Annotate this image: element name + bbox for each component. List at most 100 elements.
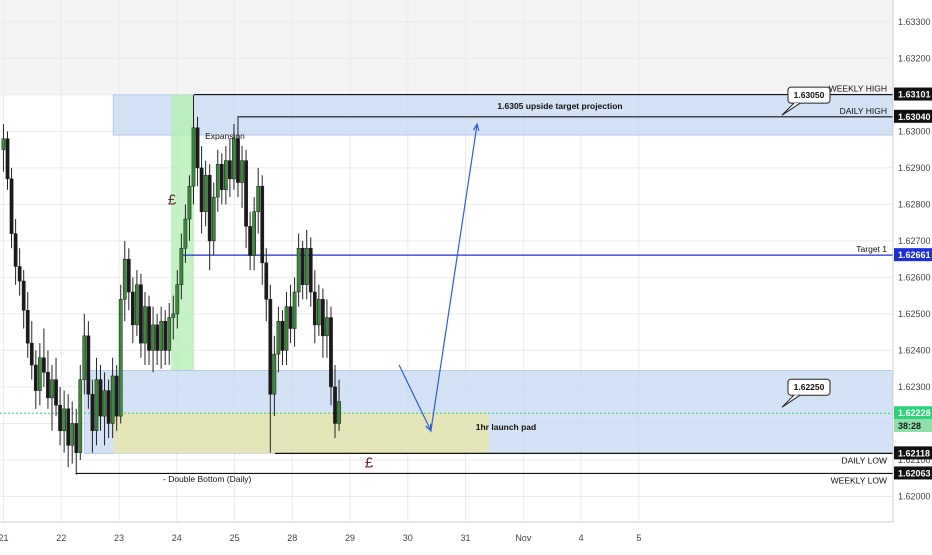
candle-body-down <box>333 386 337 424</box>
candle-body-up <box>223 160 228 191</box>
time-axis[interactable]: 21 22 23 24 25 28 29 30 31 Nov 4 5 <box>0 521 932 550</box>
launch-pad-label: 1hr launch pad <box>476 422 536 432</box>
zones <box>83 94 894 454</box>
candle-body-up <box>175 284 180 315</box>
candle <box>58 386 62 446</box>
candle-body-down <box>280 320 285 351</box>
candle <box>94 357 99 446</box>
candle-body-down <box>308 247 313 293</box>
double-bottom-label: - Double Bottom (Daily) <box>163 474 252 484</box>
candle <box>171 295 176 340</box>
candle-body-down <box>329 317 333 388</box>
candle-body-down <box>25 310 30 344</box>
candle-body-up <box>240 160 244 183</box>
time-tick-label: Nov <box>515 533 532 543</box>
weekly-high-label: WEEKLY HIGH <box>829 84 887 94</box>
candle-body-down <box>155 324 159 351</box>
candle-body-down <box>29 342 34 366</box>
price-tick-label: 1.62900 <box>898 163 931 173</box>
candle <box>325 299 329 358</box>
daily-high-label: DAILY HIGH <box>840 106 887 116</box>
candle <box>215 149 220 212</box>
candle-body-up <box>94 379 99 431</box>
candle-body-down <box>21 280 26 311</box>
candle <box>296 233 301 307</box>
candle-body-up <box>276 320 281 355</box>
price-tick-label: 1.62300 <box>898 382 931 392</box>
candle <box>304 229 309 300</box>
price-tag-label: 1.62063 <box>898 468 931 478</box>
candle <box>159 306 164 369</box>
candle <box>199 146 204 234</box>
candle <box>143 292 147 366</box>
candle-body-down <box>58 404 62 431</box>
candle-body-up <box>78 379 83 453</box>
candle-body-down <box>147 306 151 351</box>
candle <box>1 124 6 172</box>
candle <box>90 379 95 453</box>
candle <box>203 160 208 227</box>
candle-body-down <box>74 423 79 453</box>
candle <box>74 408 79 475</box>
candle-body-down <box>86 335 91 395</box>
expansion-zone <box>170 94 195 371</box>
candle <box>300 240 305 300</box>
candle-body-down <box>54 379 58 406</box>
callout-63050: 1.63050 <box>781 86 831 116</box>
candle <box>147 295 151 366</box>
candle <box>54 357 58 417</box>
candle <box>122 240 127 322</box>
candle <box>223 146 228 205</box>
candle <box>70 401 75 464</box>
candle <box>321 288 325 358</box>
price-tag-label: 1.63040 <box>898 112 931 122</box>
candle <box>62 390 66 453</box>
candle <box>252 197 257 271</box>
callout-62250-text: 1.62250 <box>794 382 825 392</box>
candle <box>191 94 196 205</box>
time-tick-label: 23 <box>114 533 124 543</box>
candle <box>240 146 244 209</box>
price-tick-label: 1.62800 <box>898 199 931 209</box>
candle-body-down <box>199 167 204 212</box>
candle-body-up <box>191 127 196 187</box>
candle <box>50 365 54 431</box>
price-tag-label: 1.62118 <box>898 448 930 458</box>
candle <box>5 131 10 190</box>
price-tag: 1.63040 <box>894 109 932 123</box>
candle <box>183 204 188 263</box>
annotations: 1.6305 upside target projection Expansion… <box>163 86 831 484</box>
candle-body-down <box>114 375 119 417</box>
candle-body-up <box>70 423 75 446</box>
candle-body-down <box>33 364 38 391</box>
candle-body-down <box>260 185 265 264</box>
candle <box>38 343 42 406</box>
price-tag-bg <box>894 418 932 432</box>
price-tag: 1.62118 <box>894 446 932 460</box>
candle <box>232 124 236 190</box>
candle-body-down <box>163 320 168 351</box>
callout-63050-text: 1.63050 <box>794 90 825 100</box>
candle-body-up <box>337 401 341 424</box>
candle-body-up <box>284 306 289 351</box>
candle <box>126 248 131 311</box>
candle <box>33 350 38 409</box>
candle <box>106 379 111 439</box>
target-1-label: Target 1 <box>856 244 887 254</box>
candle-body-up <box>143 306 147 344</box>
price-tag-label: 1.62661 <box>898 250 931 260</box>
candle-body-down <box>90 393 95 431</box>
price-tag: 1.62228 <box>894 406 932 420</box>
candle <box>155 313 159 366</box>
price-tag-bg <box>894 248 932 262</box>
price-tick-label: 1.63000 <box>898 126 931 136</box>
candle <box>219 153 224 205</box>
price-axis[interactable]: 1.633001.632001.631001.630001.629001.628… <box>892 0 932 550</box>
candle <box>264 248 269 322</box>
time-tick-label: 28 <box>287 533 297 543</box>
candle-body-up <box>118 299 123 417</box>
candle-body-up <box>183 218 188 249</box>
candle <box>9 167 14 249</box>
candle-body-down <box>268 299 273 395</box>
